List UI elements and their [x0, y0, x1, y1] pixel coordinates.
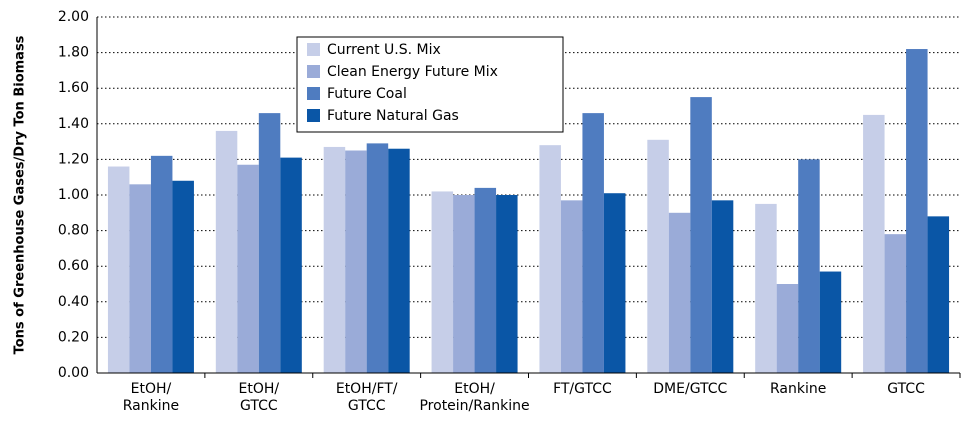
bar: [798, 159, 820, 373]
bar: [603, 193, 626, 373]
x-tick-label: EtOH/ Rankine: [122, 381, 180, 414]
y-tick-label: 1.80: [58, 45, 89, 61]
legend-swatch: [307, 43, 320, 56]
x-tick-label: FT/GTCC: [553, 381, 612, 397]
bar: [129, 184, 151, 373]
bar: [560, 200, 583, 373]
legend-swatch: [307, 109, 320, 122]
bar: [582, 113, 604, 374]
y-tick-label: 1.00: [58, 187, 89, 203]
y-tick-label: 0.40: [58, 294, 89, 310]
legend-label: Current U.S. Mix: [327, 42, 441, 58]
bar: [863, 114, 885, 374]
bar: [474, 187, 497, 373]
bar: [776, 284, 799, 373]
bar: [280, 157, 302, 373]
bar: [927, 216, 950, 373]
bar: [453, 195, 475, 373]
bar: [819, 271, 842, 373]
legend-swatch: [307, 87, 320, 100]
legend-label: Future Natural Gas: [327, 108, 459, 124]
bar: [647, 139, 669, 373]
x-tick-label: GTCC: [887, 381, 925, 397]
legend-label: Clean Energy Future Mix: [327, 64, 498, 80]
bar: [496, 195, 518, 373]
bar: [323, 146, 346, 373]
y-tick-label: 2.00: [58, 9, 89, 25]
y-tick-label: 1.20: [58, 151, 89, 167]
bar: [906, 49, 928, 373]
y-tick-label: 1.60: [58, 80, 89, 96]
bar: [258, 113, 281, 374]
bar: [172, 180, 194, 373]
bar: [539, 145, 561, 373]
bar: [345, 150, 367, 373]
legend-swatch: [307, 65, 320, 78]
x-tick-label: Rankine: [770, 381, 827, 397]
y-tick-label: 0.20: [58, 329, 89, 345]
x-tick-label: DME/GTCC: [653, 381, 728, 397]
y-tick-label: 0.00: [58, 365, 89, 381]
bar: [215, 130, 238, 373]
y-axis-title: Tons of Greenhouse Gases/Dry Ton Biomass: [13, 35, 28, 354]
bar: [150, 155, 173, 373]
x-tick-label: EtOH/ Protein/Rankine: [419, 381, 530, 414]
legend-label: Future Coal: [327, 86, 407, 102]
y-tick-label: 0.80: [58, 223, 89, 239]
bar: [884, 234, 907, 373]
y-tick-label: 0.60: [58, 258, 89, 274]
bar: [711, 200, 734, 373]
bar: [431, 191, 454, 373]
legend-box: [296, 36, 564, 133]
y-tick-label: 1.40: [58, 116, 89, 132]
bar: [237, 164, 259, 373]
bar: [690, 97, 712, 373]
bar: [755, 203, 777, 373]
bar: [366, 143, 389, 373]
bar: [388, 148, 410, 373]
bar: [668, 212, 691, 373]
bar: [107, 166, 130, 373]
x-tick-label: EtOH/FT/ GTCC: [335, 381, 398, 414]
x-tick-label: EtOH/ GTCC: [238, 381, 280, 414]
